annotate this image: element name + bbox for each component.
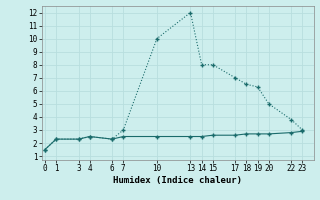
- X-axis label: Humidex (Indice chaleur): Humidex (Indice chaleur): [113, 176, 242, 185]
